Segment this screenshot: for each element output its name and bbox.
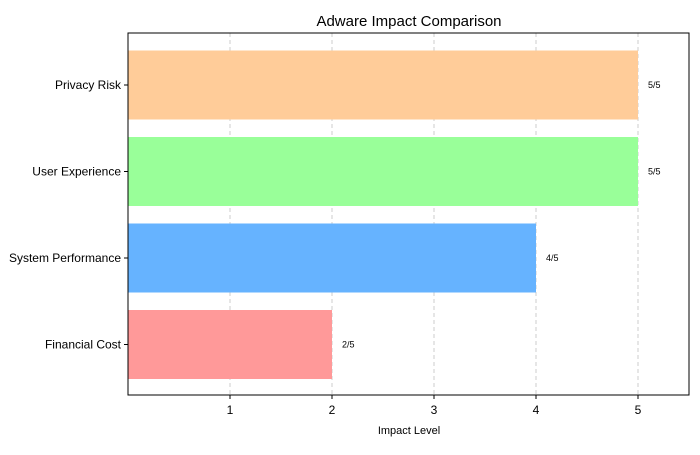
bar-privacy-risk bbox=[128, 50, 638, 120]
data-label-3: 4/5 bbox=[546, 253, 559, 263]
x-tick-label-3: 3 bbox=[431, 403, 438, 417]
x-tick-label-2: 2 bbox=[329, 403, 336, 417]
x-tick-label-1: 1 bbox=[227, 403, 234, 417]
bar-user-experience bbox=[128, 137, 638, 206]
bars bbox=[128, 50, 638, 379]
data-label-2: 5/5 bbox=[648, 167, 661, 177]
x-tick-label-5: 5 bbox=[635, 403, 642, 417]
chart-title: Adware Impact Comparison bbox=[316, 13, 501, 30]
y-tick-label-3: System Performance bbox=[9, 251, 121, 265]
bar-system-performance bbox=[128, 223, 536, 293]
x-axis-ticks: 1 2 3 4 5 bbox=[227, 395, 642, 417]
y-tick-label-1: Privacy Risk bbox=[55, 78, 122, 92]
data-label-4: 2/5 bbox=[342, 340, 355, 350]
data-label-1: 5/5 bbox=[648, 80, 661, 90]
bar-financial-cost bbox=[128, 310, 332, 379]
y-tick-label-2: User Experience bbox=[32, 165, 121, 179]
y-axis-ticks: Privacy Risk User Experience System Perfor… bbox=[9, 78, 128, 352]
x-tick-label-4: 4 bbox=[533, 403, 540, 417]
y-tick-label-4: Financial Cost bbox=[45, 338, 122, 352]
plot-area-frame bbox=[127, 32, 690, 396]
x-axis-label: Impact Level bbox=[378, 425, 440, 437]
data-labels: 5/5 5/5 4/5 2/5 bbox=[342, 80, 661, 350]
